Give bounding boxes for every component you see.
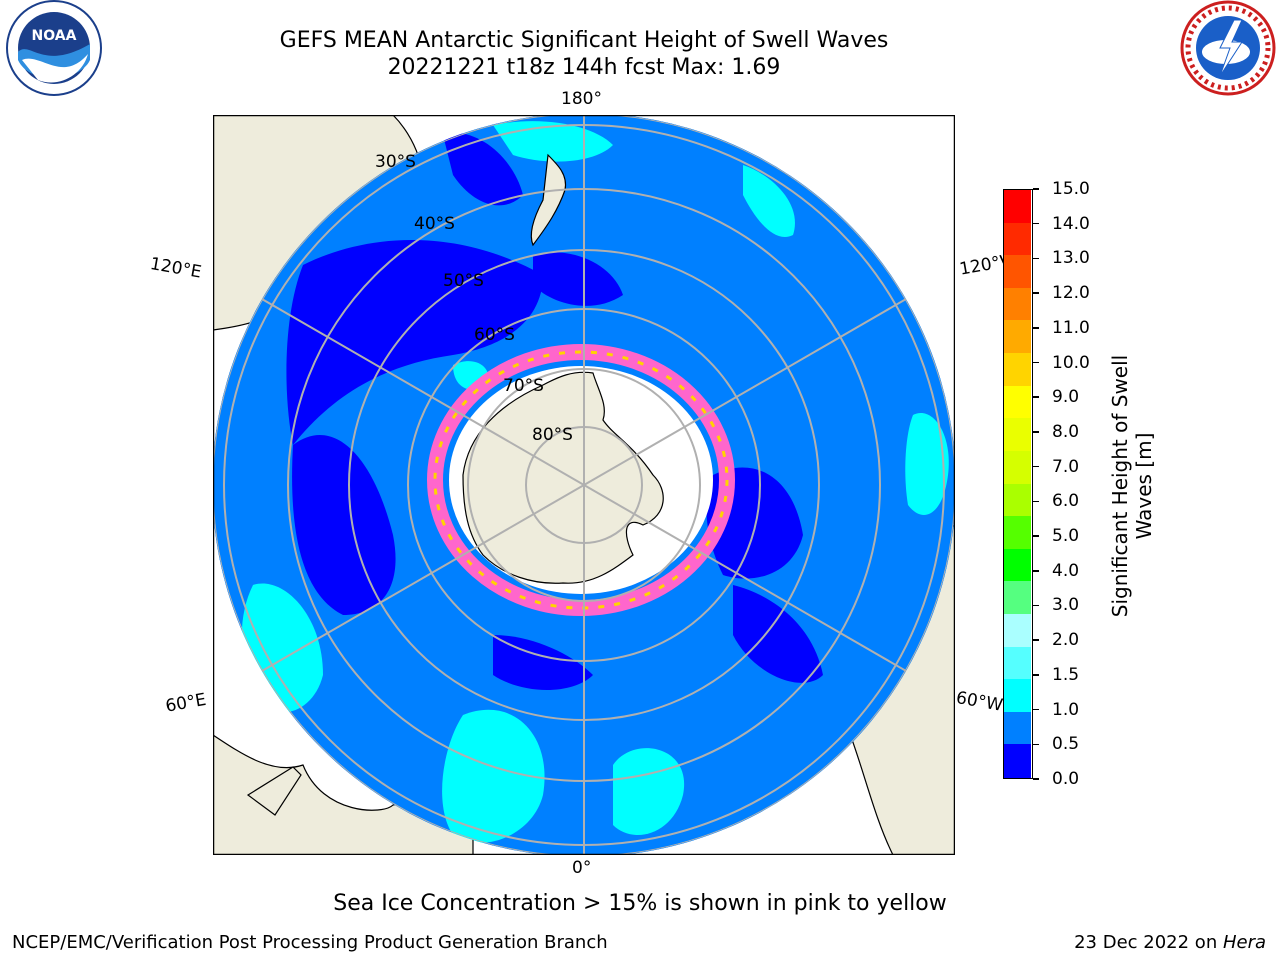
colorbar-segment	[1004, 483, 1031, 517]
colorbar-tick-mark	[1033, 257, 1039, 260]
colorbar-tick-label: 2.0	[1052, 630, 1080, 651]
lon-label-0: 0°	[572, 858, 592, 878]
colorbar-segment	[1004, 255, 1031, 289]
colorbar-tick-mark	[1033, 292, 1039, 294]
colorbar-tick-label: 13.0	[1052, 248, 1090, 269]
colorbar-tick-mark	[1033, 327, 1039, 329]
colorbar-segment	[1004, 190, 1031, 224]
colorbar-segment	[1004, 418, 1031, 452]
colorbar-tick-mark	[1033, 570, 1039, 572]
land-new-zealand	[530, 153, 567, 247]
colorbar-tick-label: 0.5	[1052, 734, 1080, 755]
colorbar-tick-label: 3.0	[1052, 595, 1080, 616]
polar-map	[213, 115, 955, 855]
colorbar	[1003, 189, 1033, 779]
colorbar-segment	[1004, 613, 1031, 648]
lat-label-30s: 30°S	[375, 152, 416, 172]
colorbar-tick-label: 12.0	[1052, 283, 1090, 304]
colorbar-tick-mark	[1033, 431, 1039, 433]
chart-subtitle: 20221221 t18z 144h fcst Max: 1.69	[387, 55, 781, 80]
colorbar-tick-label: 8.0	[1052, 421, 1080, 442]
colorbar-tick-label: 0.0	[1052, 769, 1080, 789]
colorbar-segment	[1004, 581, 1031, 615]
footer-left: NCEP/EMC/Verification Post Processing Pr…	[12, 932, 608, 953]
colorbar-segment	[1004, 385, 1031, 419]
colorbar-tick-label: 7.0	[1052, 456, 1080, 477]
colorbar-label-line2: Waves [m]	[1132, 432, 1156, 540]
colorbar-tick-mark	[1033, 396, 1039, 398]
colorbar-tick-label: 4.0	[1052, 560, 1080, 581]
colorbar-tick-label: 9.0	[1052, 387, 1080, 408]
colorbar-segment	[1004, 548, 1031, 582]
chart-title: GEFS MEAN Antarctic Significant Height o…	[279, 28, 889, 53]
colorbar-tick-mark	[1033, 743, 1039, 746]
colorbar-tick-mark	[1033, 465, 1039, 468]
colorbar-tick-label: 1.5	[1052, 664, 1080, 685]
colorbar-segment	[1004, 287, 1031, 322]
colorbar-segment	[1004, 353, 1031, 387]
footer-date: 23 Dec 2022 on	[1074, 932, 1223, 953]
lon-label-60e: 60°E	[164, 689, 208, 717]
colorbar-tick-mark	[1033, 778, 1039, 780]
colorbar-tick-mark	[1033, 500, 1039, 503]
colorbar-segment	[1004, 679, 1031, 713]
colorbar-tick-mark	[1033, 674, 1039, 676]
colorbar-tick-mark	[1033, 639, 1039, 641]
lat-label-40s: 40°S	[414, 214, 455, 234]
colorbar-segment	[1004, 744, 1031, 778]
footer-right: 23 Dec 2022 on Hera	[1074, 931, 1266, 955]
colorbar-tick-label: 11.0	[1052, 317, 1090, 338]
colorbar-ticks: 15.0 14.0 13.0 12.0 11.0 10.0 9.0 8.0 7.0 6.0 5.0 4…	[1033, 179, 1113, 789]
colorbar-tick-mark	[1033, 188, 1039, 190]
colorbar-segment	[1004, 646, 1031, 680]
colorbar-label-line1: Significant Height of Swell	[1108, 354, 1132, 618]
colorbar-label: Significant Height of Swell Waves [m]	[1108, 336, 1156, 636]
colorbar-tick-label: 1.0	[1052, 699, 1080, 720]
lat-label-70s: 70°S	[503, 376, 544, 396]
svg-text:NOAA: NOAA	[32, 28, 77, 44]
colorbar-tick-label: 6.0	[1052, 491, 1080, 512]
colorbar-segment	[1004, 450, 1031, 485]
colorbar-segment	[1004, 516, 1031, 550]
noaa-logo: NOAA	[6, 0, 102, 96]
colorbar-tick-mark	[1033, 222, 1039, 225]
lon-label-120e: 120°E	[148, 254, 203, 283]
colorbar-tick-label: 15.0	[1052, 179, 1090, 199]
colorbar-tick-mark	[1033, 604, 1039, 607]
lon-label-180: 180°	[561, 89, 602, 109]
colorbar-segment	[1004, 711, 1031, 745]
colorbar-tick-label: 5.0	[1052, 526, 1080, 547]
land-madagascar	[246, 766, 302, 816]
lon-label-60w: 60°W	[954, 688, 1005, 716]
colorbar-segment	[1004, 222, 1031, 256]
sea-ice-note: Sea Ice Concentration > 15% is shown in …	[333, 891, 947, 916]
lat-label-50s: 50°S	[443, 271, 484, 291]
colorbar-tick-mark	[1033, 535, 1039, 537]
colorbar-segment	[1004, 320, 1031, 354]
colorbar-tick-mark	[1033, 361, 1039, 364]
colorbar-tick-label: 14.0	[1052, 213, 1090, 234]
footer-machine: Hera	[1222, 932, 1266, 953]
lat-label-60s: 60°S	[474, 325, 515, 345]
colorbar-tick-label: 10.0	[1052, 352, 1090, 373]
nws-logo	[1180, 0, 1276, 96]
lat-label-80s: 80°S	[532, 425, 573, 445]
colorbar-tick-mark	[1033, 708, 1039, 711]
